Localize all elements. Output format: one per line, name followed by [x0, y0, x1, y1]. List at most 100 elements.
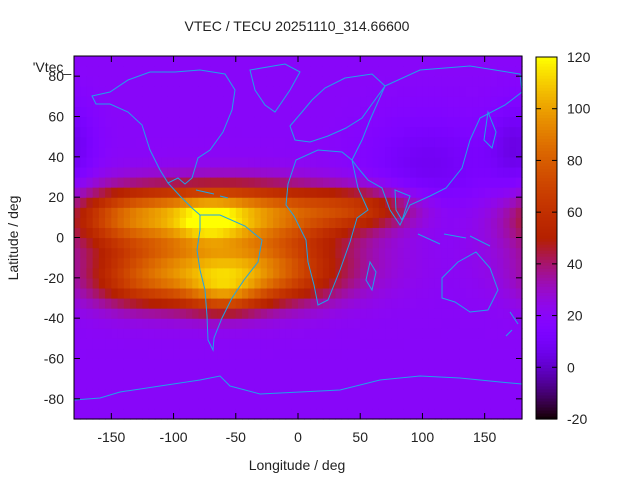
- heatmap-cell: [447, 358, 455, 370]
- heatmap-cell: [453, 318, 461, 329]
- heatmap-cell: [179, 86, 187, 97]
- heatmap-cell: [167, 96, 175, 108]
- heatmap-cell: [428, 257, 436, 269]
- heatmap-cell: [123, 227, 131, 239]
- heatmap-cell: [86, 146, 94, 158]
- heatmap-cell: [515, 76, 523, 87]
- heatmap-cell: [235, 156, 243, 168]
- heatmap-cell: [466, 96, 473, 108]
- heatmap-cell: [254, 308, 262, 319]
- heatmap-cell: [105, 388, 112, 400]
- heatmap-cell: [316, 187, 324, 198]
- heatmap-cell: [123, 217, 131, 229]
- heatmap-cell: [515, 86, 523, 97]
- heatmap-cell: [366, 358, 374, 370]
- heatmap-cell: [92, 318, 100, 329]
- heatmap-cell: [453, 408, 461, 420]
- heatmap-cell: [80, 257, 88, 269]
- heatmap-cell: [459, 328, 467, 339]
- colorbar-segment: [536, 75, 557, 79]
- x-axis-label: Longitude / deg: [249, 457, 346, 473]
- heatmap-cell: [154, 247, 162, 259]
- coastline-north-america: [91, 69, 236, 185]
- heatmap-cell: [242, 227, 249, 239]
- heatmap-cell: [503, 287, 511, 299]
- heatmap-cell: [515, 197, 523, 208]
- heatmap-cell: [223, 237, 231, 249]
- heatmap-cell: [179, 136, 187, 148]
- heatmap-cell: [291, 348, 299, 360]
- heatmap-cell: [248, 76, 256, 87]
- heatmap-cell: [459, 338, 467, 350]
- heatmap-cell: [335, 358, 343, 370]
- heatmap-cell: [148, 146, 156, 158]
- heatmap-cell: [509, 106, 517, 118]
- heatmap-cell: [341, 56, 349, 67]
- heatmap-cell: [98, 368, 106, 380]
- heatmap-cell: [360, 358, 368, 370]
- heatmap-cell: [179, 348, 187, 360]
- heatmap-cell: [179, 287, 187, 299]
- heatmap-cell: [229, 166, 237, 178]
- heatmap-cell: [472, 358, 480, 370]
- heatmap-cell: [416, 197, 424, 208]
- colorbar-segment: [536, 394, 557, 399]
- heatmap-cell: [192, 398, 200, 410]
- heatmap-cell: [179, 247, 187, 259]
- heatmap-cell: [378, 257, 386, 269]
- heatmap-cell: [248, 136, 256, 148]
- heatmap-cell: [98, 237, 106, 249]
- heatmap-cell: [347, 207, 355, 218]
- heatmap-cell: [329, 217, 336, 229]
- heatmap-cell: [92, 136, 100, 148]
- heatmap-cell: [161, 257, 168, 269]
- heatmap-cell: [472, 66, 480, 77]
- heatmap-cell: [161, 338, 168, 350]
- colorbar-frame: [535, 56, 558, 420]
- heatmap-cell: [266, 358, 274, 370]
- heatmap-cell: [210, 348, 218, 360]
- colorbar-segment: [536, 262, 557, 266]
- heatmap-cell: [428, 126, 436, 138]
- heatmap-cell: [447, 76, 455, 87]
- heatmap-cell: [428, 338, 436, 350]
- heatmap-cell: [304, 378, 312, 390]
- heatmap-cell: [167, 298, 175, 309]
- heatmap-cell: [509, 237, 517, 249]
- colorbar-segment: [536, 244, 557, 248]
- colorbar-segment: [536, 99, 557, 103]
- heatmap-cell: [316, 177, 324, 188]
- heatmap-cell: [86, 237, 94, 249]
- heatmap-cell: [266, 207, 274, 218]
- heatmap-cell: [117, 116, 125, 128]
- heatmap-cell: [167, 136, 175, 148]
- heatmap-cell: [74, 328, 81, 339]
- heatmap-cell: [74, 237, 81, 249]
- heatmap-cell: [223, 398, 231, 410]
- heatmap-cell: [136, 318, 144, 329]
- heatmap-cell: [503, 398, 511, 410]
- heatmap-cell: [242, 116, 249, 128]
- heatmap-cell: [80, 116, 88, 128]
- heatmap-cell: [80, 177, 88, 188]
- heatmap-cell: [391, 96, 399, 108]
- heatmap-cell: [279, 237, 287, 249]
- heatmap-cell: [378, 187, 386, 198]
- heatmap-cell: [316, 338, 324, 350]
- heatmap-cell: [472, 217, 480, 229]
- colorbar-segment: [536, 165, 557, 170]
- heatmap-cell: [459, 378, 467, 390]
- heatmap-cell: [98, 287, 106, 299]
- heatmap-cell: [80, 136, 88, 148]
- heatmap-cell: [354, 267, 361, 279]
- heatmap-cell: [447, 116, 455, 128]
- heatmap-cell: [279, 308, 287, 319]
- heatmap-cell: [192, 76, 200, 87]
- heatmap-cell: [254, 368, 262, 380]
- heatmap-cell: [397, 408, 405, 420]
- heatmap-cell: [223, 156, 231, 168]
- heatmap-cell: [304, 358, 312, 370]
- heatmap-cell: [416, 207, 424, 218]
- heatmap-cell: [459, 197, 467, 208]
- heatmap-cell: [472, 368, 480, 380]
